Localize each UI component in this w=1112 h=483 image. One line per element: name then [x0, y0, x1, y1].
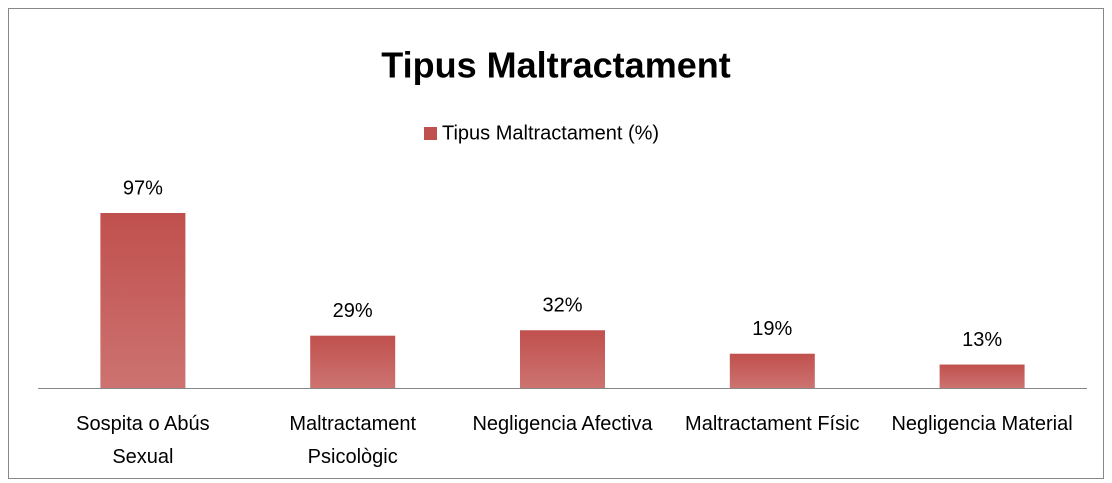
x-tick-label: Negligencia Afectiva	[472, 413, 653, 435]
bar	[100, 213, 186, 388]
bar	[520, 330, 605, 388]
chart-border	[8, 8, 1104, 479]
data-label: 29%	[333, 300, 373, 322]
x-tick-label: Maltractament Físic	[685, 413, 860, 435]
chart-title: Tipus Maltractament	[381, 45, 730, 86]
data-label: 19%	[752, 318, 792, 340]
x-tick-label: Negligencia Material	[891, 413, 1073, 435]
bar	[729, 353, 815, 388]
bar	[310, 335, 396, 388]
x-tick-label: Sospita o Abús Sexual	[76, 413, 210, 468]
data-label: 13%	[962, 329, 1002, 351]
legend-swatch	[424, 127, 437, 140]
bar	[939, 364, 1025, 388]
legend-label: Tipus Maltractament (%)	[442, 122, 659, 144]
data-label: 32%	[542, 295, 582, 317]
x-tick-label: Maltractament Psicològic	[289, 413, 417, 468]
data-label: 97%	[123, 177, 163, 199]
